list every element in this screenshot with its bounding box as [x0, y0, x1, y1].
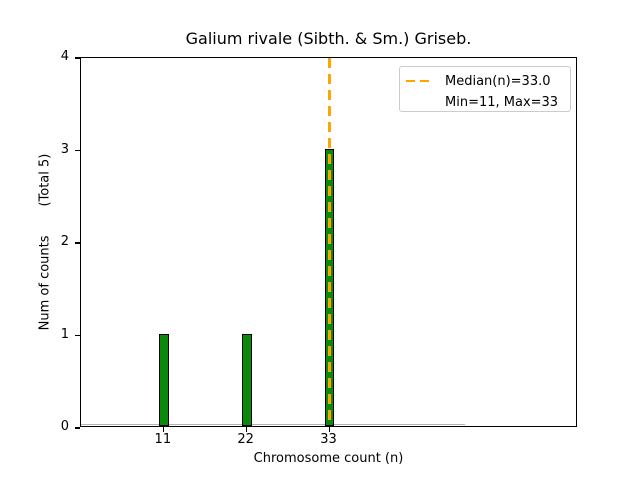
legend-median-label: Median(n)=33.0	[445, 73, 551, 89]
bar-11	[158, 333, 169, 426]
y-tick-mark	[75, 242, 80, 244]
bar-22	[241, 333, 252, 426]
median-line	[328, 58, 331, 426]
y-tick-label: 0	[60, 419, 69, 434]
x-tick-mark	[163, 427, 165, 432]
y-tick-mark	[75, 57, 80, 59]
chart-title: Galium rivale (Sibth. & Sm.) Griseb.	[185, 29, 472, 48]
x-tick-label: 33	[320, 432, 337, 447]
median-dash-icon	[406, 79, 433, 83]
legend: Median(n)=33.0 Min=11, Max=33	[399, 66, 571, 112]
legend-row-minmax: Min=11, Max=33	[406, 93, 562, 111]
x-tick-mark	[246, 427, 248, 432]
y-tick-mark	[75, 334, 80, 337]
x-tick-mark	[328, 427, 331, 432]
legend-row-median: Median(n)=33.0	[406, 72, 562, 90]
y-tick-label: 4	[60, 49, 69, 64]
legend-spacer	[406, 101, 433, 104]
zero-baseline	[81, 423, 466, 425]
y-tick-label: 2	[60, 234, 69, 249]
plot-area: Median(n)=33.0 Min=11, Max=33	[75, 57, 577, 432]
y-tick-label: 3	[60, 141, 69, 157]
x-tick-label: 22	[237, 432, 254, 447]
y-tick-mark	[75, 149, 80, 152]
x-tick-label: 11	[154, 432, 172, 447]
y-tick-mark	[75, 427, 80, 429]
y-tick-label: 1	[60, 326, 69, 342]
x-axis-label: Chromosome count (n)	[253, 451, 404, 466]
legend-minmax-label: Min=11, Max=33	[445, 94, 559, 110]
